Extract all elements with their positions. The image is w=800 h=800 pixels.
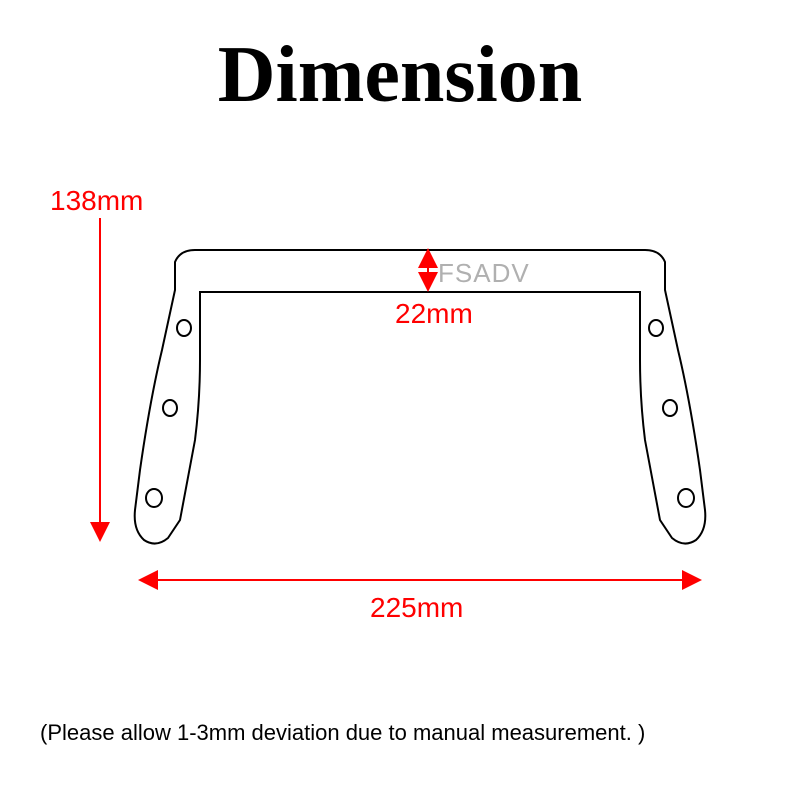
hole-left-3 xyxy=(146,489,162,507)
hole-right-3 xyxy=(678,489,694,507)
dimension-diagram xyxy=(0,0,800,800)
hole-left-2 xyxy=(163,400,177,416)
dim-label-thickness: 22mm xyxy=(395,298,473,330)
watermark-text: FSADV xyxy=(438,258,530,289)
footnote-text: (Please allow 1-3mm deviation due to man… xyxy=(40,720,645,746)
hole-right-2 xyxy=(663,400,677,416)
dim-label-height: 138mm xyxy=(50,185,143,217)
bracket-shape xyxy=(135,250,706,544)
dim-label-width: 225mm xyxy=(370,592,463,624)
hole-right-1 xyxy=(649,320,663,336)
hole-left-1 xyxy=(177,320,191,336)
